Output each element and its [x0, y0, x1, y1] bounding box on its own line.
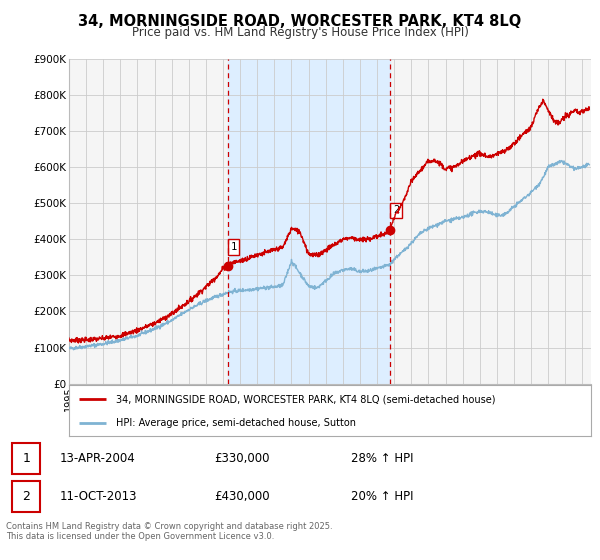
Text: 1: 1	[230, 242, 236, 252]
Text: 28% ↑ HPI: 28% ↑ HPI	[350, 451, 413, 465]
Text: 34, MORNINGSIDE ROAD, WORCESTER PARK, KT4 8LQ: 34, MORNINGSIDE ROAD, WORCESTER PARK, KT…	[79, 14, 521, 29]
Bar	[12, 481, 40, 512]
Text: Price paid vs. HM Land Registry's House Price Index (HPI): Price paid vs. HM Land Registry's House …	[131, 26, 469, 39]
Text: 1: 1	[22, 451, 30, 465]
Text: £330,000: £330,000	[214, 451, 269, 465]
Bar	[12, 442, 40, 474]
Bar	[228, 59, 391, 384]
Text: £430,000: £430,000	[214, 490, 269, 503]
Text: Contains HM Land Registry data © Crown copyright and database right 2025.
This d: Contains HM Land Registry data © Crown c…	[6, 522, 332, 542]
Text: HPI: Average price, semi-detached house, Sutton: HPI: Average price, semi-detached house,…	[116, 418, 356, 428]
Text: 2: 2	[393, 206, 399, 216]
Text: 13-APR-2004: 13-APR-2004	[59, 451, 135, 465]
Text: 11-OCT-2013: 11-OCT-2013	[59, 490, 137, 503]
Text: 2: 2	[22, 490, 30, 503]
Text: 20% ↑ HPI: 20% ↑ HPI	[350, 490, 413, 503]
Text: 34, MORNINGSIDE ROAD, WORCESTER PARK, KT4 8LQ (semi-detached house): 34, MORNINGSIDE ROAD, WORCESTER PARK, KT…	[116, 394, 496, 404]
